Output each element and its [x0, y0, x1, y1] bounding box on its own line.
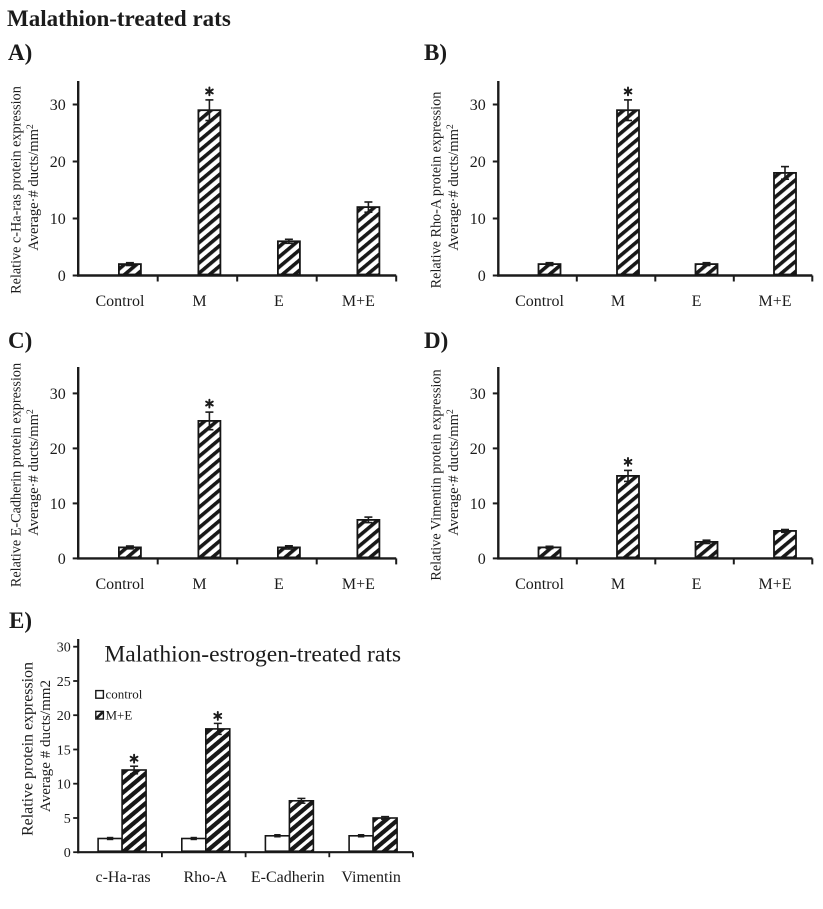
svg-text:0: 0	[478, 268, 486, 285]
svg-text:Average·# ducts/mm2: Average·# ducts/mm2	[25, 124, 42, 251]
svg-text:M+E: M+E	[342, 576, 375, 593]
svg-text:M+E: M+E	[759, 293, 792, 310]
svg-text:Relative E-Cadherin protein e: Relative E-Cadherin protein expression	[9, 363, 25, 587]
svg-text:M: M	[192, 576, 206, 593]
svg-text:30: 30	[50, 386, 66, 403]
svg-text:Average·# ducts/mm2: Average·# ducts/mm2	[25, 409, 42, 536]
svg-text:control: control	[106, 687, 143, 702]
svg-text:0: 0	[478, 551, 486, 568]
svg-text:C): C)	[8, 328, 32, 353]
svg-text:5: 5	[64, 812, 71, 827]
svg-text:E: E	[274, 576, 284, 593]
svg-text:20: 20	[50, 441, 66, 458]
svg-text:Control: Control	[515, 576, 564, 593]
svg-text:M: M	[611, 293, 625, 310]
svg-text:15: 15	[57, 743, 71, 758]
svg-text:20: 20	[470, 154, 486, 171]
svg-text:E-Cadherin: E-Cadherin	[251, 869, 325, 886]
svg-text:M+E: M+E	[342, 293, 375, 310]
svg-text:30: 30	[470, 97, 486, 114]
svg-text:25: 25	[57, 675, 71, 690]
svg-text:B): B)	[424, 40, 447, 65]
svg-text:Average # ducts/mm2: Average # ducts/mm2	[38, 680, 54, 812]
svg-text:Control: Control	[96, 293, 145, 310]
svg-text:Rho-A: Rho-A	[183, 869, 227, 886]
svg-text:20: 20	[50, 154, 66, 171]
svg-text:c-Ha-ras: c-Ha-ras	[96, 869, 151, 886]
svg-text:A): A)	[8, 40, 32, 65]
svg-text:M+E: M+E	[106, 707, 133, 722]
svg-text:0: 0	[58, 551, 66, 568]
svg-text:Malathion-treated rats: Malathion-treated rats	[7, 6, 231, 31]
svg-text:10: 10	[57, 778, 71, 793]
svg-text:20: 20	[470, 441, 486, 458]
svg-text:M+E: M+E	[759, 576, 792, 593]
svg-text:M: M	[192, 293, 206, 310]
svg-text:Malathion-estrogen-treated rat: Malathion-estrogen-treated rats	[104, 642, 401, 668]
svg-text:Vimentin: Vimentin	[341, 869, 400, 886]
svg-text:30: 30	[57, 641, 71, 656]
svg-text:30: 30	[50, 97, 66, 114]
svg-text:30: 30	[470, 386, 486, 403]
svg-text:E: E	[692, 576, 702, 593]
svg-text:Relative c-Ha-ras protein expr: Relative c-Ha-ras protein expression	[9, 86, 25, 294]
svg-text:Average·# ducts/mm2: Average·# ducts/mm2	[445, 409, 462, 536]
svg-text:0: 0	[58, 268, 66, 285]
svg-text:20: 20	[57, 709, 71, 724]
svg-text:0: 0	[64, 846, 71, 861]
svg-text:E: E	[692, 293, 702, 310]
svg-text:Control: Control	[96, 576, 145, 593]
svg-text:Relative Rho-A protein express: Relative Rho-A protein expression	[429, 92, 445, 289]
svg-text:D): D)	[424, 328, 448, 353]
svg-text:Control: Control	[515, 293, 564, 310]
svg-text:Relative Vimentin protein expr: Relative Vimentin protein expression	[429, 369, 445, 580]
svg-text:Relative protein expression: Relative protein expression	[20, 662, 37, 836]
svg-text:E): E)	[9, 608, 32, 633]
svg-text:E: E	[274, 293, 284, 310]
svg-text:10: 10	[470, 211, 486, 228]
svg-text:10: 10	[50, 496, 66, 513]
svg-text:10: 10	[50, 211, 66, 228]
svg-text:10: 10	[470, 496, 486, 513]
svg-text:M: M	[611, 576, 625, 593]
svg-text:Average·# ducts/mm2: Average·# ducts/mm2	[445, 124, 462, 251]
